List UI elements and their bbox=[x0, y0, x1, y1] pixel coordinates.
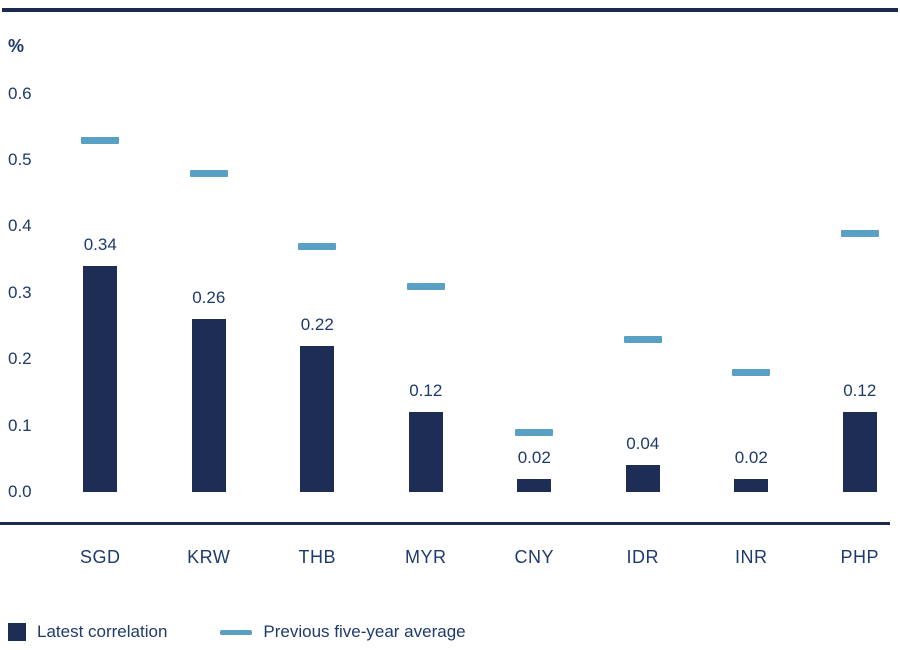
bar-thb bbox=[300, 345, 335, 492]
x-tick-label-inr: INR bbox=[735, 547, 768, 567]
x-tick-label-idr: IDR bbox=[626, 547, 659, 567]
bar-krw bbox=[191, 319, 226, 492]
y-tick-label: 0.4 bbox=[8, 216, 32, 236]
average-dash-idr bbox=[623, 335, 662, 343]
dash-swatch-icon bbox=[220, 629, 253, 635]
bar-value-label-krw: 0.26 bbox=[192, 288, 226, 308]
y-tick-label: 0.3 bbox=[8, 282, 32, 302]
x-tick-label-sgd: SGD bbox=[79, 547, 121, 567]
bar-value-label-sgd: 0.34 bbox=[83, 235, 117, 255]
legend-label: Previous five-year average bbox=[263, 622, 466, 641]
x-tick-label-thb: THB bbox=[298, 547, 336, 567]
bar-value-label-idr: 0.04 bbox=[626, 434, 660, 454]
average-dash-krw bbox=[189, 169, 228, 177]
bar-value-label-php: 0.12 bbox=[843, 381, 877, 401]
legend: Latest correlation Previous five-year av… bbox=[8, 622, 466, 642]
average-dash-sgd bbox=[81, 136, 120, 144]
bar-sgd bbox=[83, 266, 118, 492]
average-dash-inr bbox=[732, 368, 771, 376]
bar-value-label-thb: 0.22 bbox=[300, 314, 334, 334]
x-tick-label-php: PHP bbox=[840, 547, 879, 567]
y-axis-unit-label: % bbox=[8, 36, 25, 56]
bar-value-label-myr: 0.12 bbox=[409, 381, 443, 401]
legend-item-latest-correlation: Latest correlation bbox=[8, 622, 167, 642]
y-tick-label: 0.0 bbox=[8, 482, 32, 501]
x-tick-label-cny: CNY bbox=[514, 547, 554, 567]
legend-label: Latest correlation bbox=[37, 622, 168, 641]
x-axis-line bbox=[0, 522, 890, 525]
average-dash-php bbox=[840, 229, 879, 237]
top-rule bbox=[2, 8, 898, 12]
legend-item-five-year-average: Previous five-year average bbox=[220, 622, 466, 642]
x-tick-label-myr: MYR bbox=[405, 547, 447, 567]
y-tick-label: 0.5 bbox=[8, 150, 32, 169]
average-dash-cny bbox=[515, 428, 554, 436]
average-dash-thb bbox=[298, 242, 337, 250]
bar-value-label-inr: 0.02 bbox=[734, 447, 768, 467]
y-tick-label: 0.6 bbox=[8, 83, 32, 103]
y-tick-label: 0.1 bbox=[8, 415, 32, 435]
x-tick-label-krw: KRW bbox=[187, 547, 231, 567]
bar-swatch-icon bbox=[8, 623, 26, 641]
bar-idr bbox=[625, 465, 660, 492]
bar-value-label-cny: 0.02 bbox=[517, 447, 551, 467]
bar-myr bbox=[408, 412, 443, 492]
bar-php bbox=[842, 412, 877, 492]
y-tick-label: 0.2 bbox=[8, 349, 32, 369]
average-dash-myr bbox=[406, 282, 445, 290]
bar-cny bbox=[517, 478, 552, 492]
bar-inr bbox=[734, 478, 769, 492]
